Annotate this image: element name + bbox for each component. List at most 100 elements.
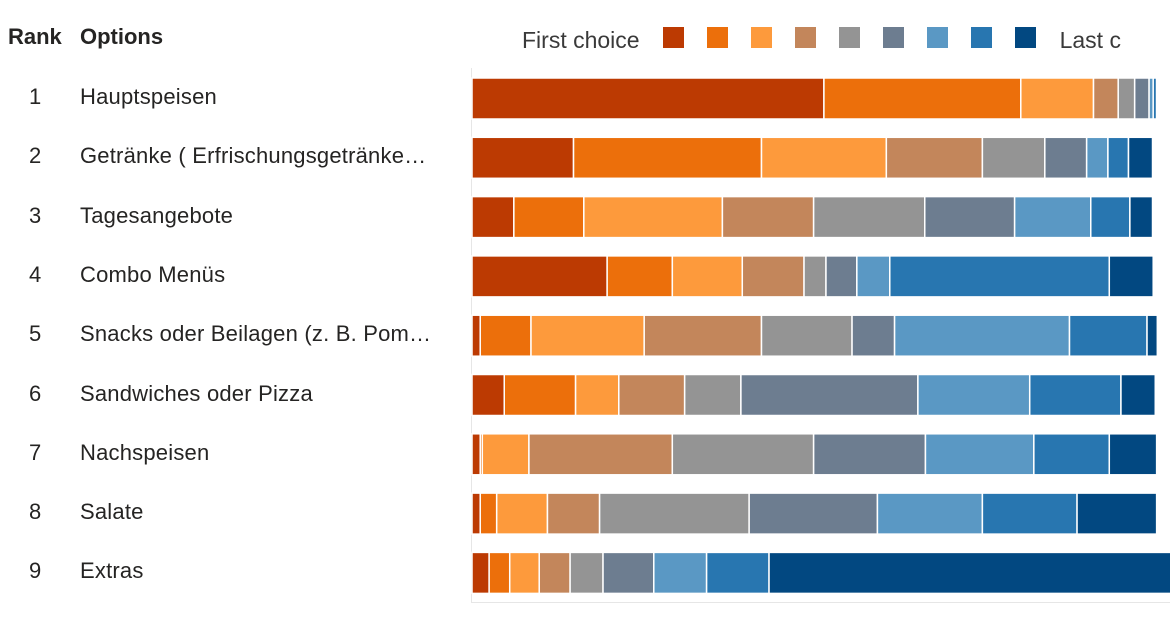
row-rank: 1 [29,84,42,109]
bar-segment-row2-choice8[interactable] [1107,136,1130,180]
bar-segment-row9-choice3[interactable] [508,551,540,595]
bar-segment-row2-choice6[interactable] [1044,136,1088,180]
bar-segment-row7-choice1[interactable] [471,433,481,476]
row-rank: 9 [29,558,42,584]
bar-segment-row5-choice3[interactable] [530,314,645,357]
bar-segment-row5-choice6[interactable] [851,314,896,357]
bar-segment-row1-choice2[interactable] [823,77,1022,120]
bar-segment-row1-choice5[interactable] [1117,77,1136,120]
bar-segment-row3-choice6[interactable] [924,195,1016,239]
bar-segment-row6-choice3[interactable] [574,373,620,417]
bar-segment-row4-choice8[interactable] [889,255,1111,298]
row-rank: 4 [29,261,42,287]
bar-segment-row5-choice4[interactable] [643,314,763,357]
bar-segment-row9-choice6[interactable] [602,551,655,595]
bar-segment-row8-choice5[interactable] [598,492,750,535]
bar-segment-row9-choice1[interactable] [471,551,490,595]
bar-segment-row1-choice3[interactable] [1020,77,1095,120]
options-list: 1 Hauptspeisen 2 Getränke ( Erfrischungsget… [0,0,470,633]
bar-segment-row8-choice6[interactable] [748,492,879,535]
bar-segment-row2-choice5[interactable] [981,136,1046,180]
bar-segment-row3-choice8[interactable] [1090,195,1131,239]
row-rank: 2 [29,143,42,169]
row-rank: 8 [29,499,42,525]
bar-segment-row4-choice9[interactable] [1108,255,1154,298]
options-column-header: Options [80,24,164,49]
bar-segment-row1-choice6[interactable] [1133,77,1150,120]
bar-segment-row9-choice4[interactable] [538,551,571,595]
bar-segment-row6-choice1[interactable] [471,373,505,417]
bar-segment-row4-choice2[interactable] [606,255,674,298]
bar-segment-row6-choice5[interactable] [683,373,742,417]
bar-segment-row3-choice2[interactable] [513,195,585,239]
bar-segment-row5-choice2[interactable] [479,314,532,357]
bar-segment-row5-choice9[interactable] [1146,314,1159,357]
bar-segment-row7-choice9[interactable] [1108,433,1158,476]
bar-segment-row6-choice2[interactable] [503,373,577,417]
legend-swatch-1 [662,26,684,48]
bar-segment-row5-choice5[interactable] [760,314,853,357]
bar-segment-row8-choice7[interactable] [876,492,984,535]
bar-segment-row6-choice8[interactable] [1028,373,1122,417]
bar-segment-row4-choice5[interactable] [803,255,827,298]
bar-segment-row7-choice5[interactable] [671,433,815,476]
bar-segment-row9-choice7[interactable] [653,551,708,595]
bar-segment-row5-choice8[interactable] [1068,314,1148,357]
legend-last-choice-label: Last c [1059,26,1121,53]
bar-segment-row9-choice9[interactable] [768,551,1170,595]
bar-segment-row6-choice6[interactable] [740,373,919,417]
bar-segment-row6-choice9[interactable] [1120,373,1157,417]
bar-segment-row8-choice8[interactable] [981,492,1078,535]
bar-segment-row2-choice3[interactable] [760,136,888,180]
bar-segment-row7-choice4[interactable] [528,433,674,476]
bar-segment-row6-choice7[interactable] [917,373,1031,417]
bar-segment-row2-choice9[interactable] [1127,136,1154,180]
bar-segment-row8-choice2[interactable] [479,492,498,535]
bar-segment-row2-choice7[interactable] [1085,136,1109,180]
bar-segment-row4-choice4[interactable] [741,255,805,298]
legend-swatch-4 [794,26,816,48]
legend-first-choice-label: First choice [522,26,640,53]
bar-segment-row7-choice8[interactable] [1033,433,1111,476]
bar-segment-row5-choice1[interactable] [471,314,481,357]
legend-swatch-5 [838,26,860,48]
bar-segment-row2-choice4[interactable] [885,136,984,180]
bar-segment-row1-choice9[interactable] [1155,77,1159,120]
bar-segment-row5-choice7[interactable] [893,314,1071,357]
bar-segment-row8-choice9[interactable] [1076,492,1158,535]
bar-segment-row3-choice3[interactable] [583,195,724,239]
bar-segment-row9-choice2[interactable] [488,551,511,595]
bar-segment-row8-choice4[interactable] [546,492,601,535]
bar-segment-row7-choice7[interactable] [924,433,1035,476]
legend-swatch-8 [970,26,992,48]
bar-segment-row2-choice2[interactable] [572,136,763,180]
bar-segment-row8-choice1[interactable] [471,492,481,535]
bar-segment-row4-choice1[interactable] [471,255,608,298]
bar-segment-row6-choice4[interactable] [618,373,686,417]
bar-segment-row3-choice9[interactable] [1129,195,1154,239]
legend-swatch-2 [706,26,728,48]
legend-swatch-6 [882,26,904,48]
bar-segment-row7-choice3[interactable] [481,433,530,476]
legend-swatch-9 [1014,26,1036,48]
bar-segment-row7-choice6[interactable] [812,433,927,476]
bar-segment-row9-choice8[interactable] [705,551,770,595]
row-rank: 5 [29,321,42,347]
bar-segment-row2-choice1[interactable] [471,136,575,180]
bar-segment-row1-choice4[interactable] [1092,77,1119,120]
bar-segment-row4-choice3[interactable] [671,255,744,298]
bar-segment-row3-choice4[interactable] [721,195,815,239]
row-rank: 3 [29,202,42,228]
bar-segment-row1-choice1[interactable] [471,77,825,120]
bar-segment-row9-choice5[interactable] [569,551,604,595]
row-rank: 6 [29,380,42,406]
bar-segment-row4-choice7[interactable] [856,255,891,298]
rank-column-header: Rank [8,24,62,49]
legend-swatch-3 [750,26,772,48]
bar-segment-row4-choice6[interactable] [825,255,858,298]
bar-segment-row3-choice7[interactable] [1013,195,1092,239]
bar-segment-row3-choice1[interactable] [471,195,515,239]
bar-segment-row3-choice5[interactable] [812,195,926,239]
bar-segment-row8-choice3[interactable] [495,492,549,535]
